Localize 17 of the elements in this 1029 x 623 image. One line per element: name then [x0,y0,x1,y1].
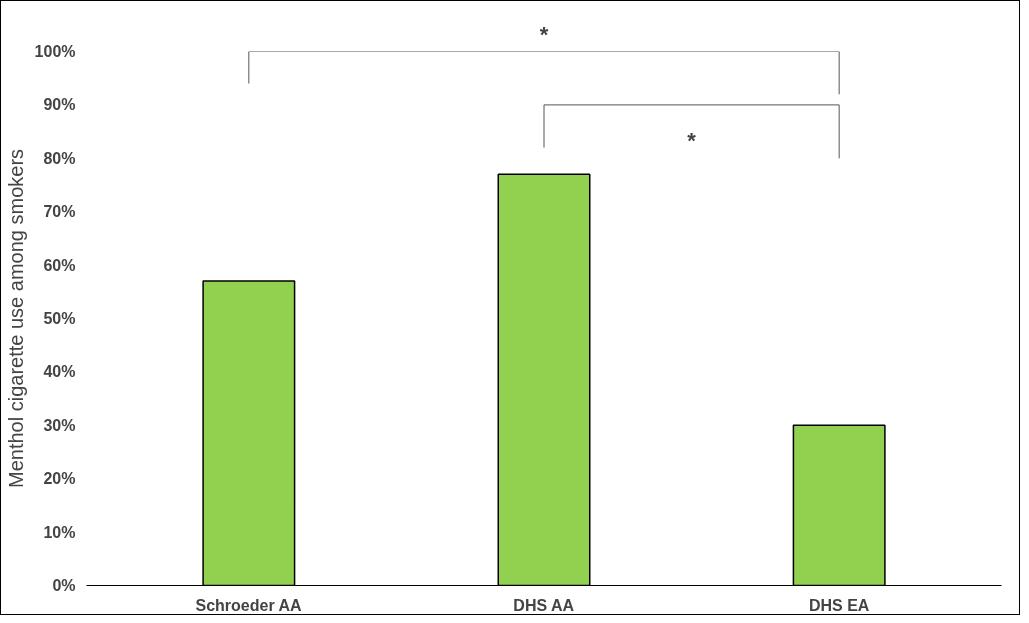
y-tick-label: 0% [52,577,76,594]
x-tick-label: DHS EA [808,596,870,614]
y-tick-label: 10% [43,523,76,541]
y-tick-label: 40% [43,363,76,381]
x-tick-label: DHS AA [513,596,575,614]
y-tick-label: 60% [43,256,76,274]
y-tick-label: 30% [43,416,76,434]
x-tick-label: Schroeder AA [195,596,303,614]
y-tick-label: 70% [43,203,76,221]
y-tick-label: 50% [43,310,76,327]
y-tick-label: 90% [43,96,76,114]
y-tick-label: 80% [43,149,76,167]
y-axis-title: Menthol cigarette use among smokers [4,148,27,489]
annotation: * [687,127,697,153]
y-tick-label: 100% [34,43,76,60]
y-tick-label: 20% [43,470,76,488]
text: * [539,21,549,47]
